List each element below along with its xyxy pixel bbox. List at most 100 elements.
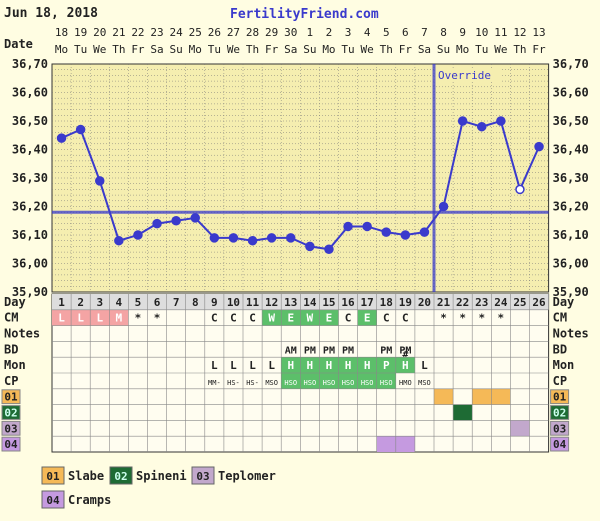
cycle-day: 23	[475, 296, 488, 309]
cycle-day: 15	[322, 296, 335, 309]
cm-cell	[52, 309, 72, 326]
symptom-code-left	[1, 389, 21, 405]
cm-value: E	[326, 312, 333, 325]
cp-cell	[319, 373, 339, 389]
cycle-day: 21	[437, 296, 451, 309]
site-name[interactable]: FertilityFriend.com	[230, 7, 379, 22]
temperature-point	[381, 227, 391, 237]
temperature-point	[266, 233, 277, 243]
y-tick-left: 36,70	[12, 57, 48, 71]
symptom-code-right	[550, 389, 570, 405]
date-label: 28	[246, 26, 259, 39]
cycle-day: 1	[58, 296, 65, 309]
cm-value: *	[135, 312, 142, 325]
temperature-point	[171, 216, 181, 226]
mon-value: H	[326, 359, 333, 372]
date-label: 5	[383, 26, 390, 39]
row-label-right: Notes	[553, 327, 589, 341]
temperature-point	[209, 233, 220, 243]
bd-value: PM	[380, 345, 392, 356]
cp-value: HSO	[342, 379, 355, 387]
mon-value: L	[230, 359, 237, 372]
legend-code: 04	[46, 494, 60, 507]
date-label: 27	[227, 26, 240, 39]
cycle-day: 7	[173, 296, 180, 309]
cm-value: *	[498, 312, 505, 325]
row-label-left: CP	[4, 374, 18, 388]
temperature-point	[477, 121, 487, 132]
mon-cell	[300, 357, 320, 373]
mon-cell	[338, 357, 358, 373]
mon-cell	[376, 357, 396, 373]
chart-date: Jun 18, 2018	[4, 6, 98, 21]
cm-value: C	[249, 312, 256, 325]
row-label-right: CM	[553, 311, 567, 325]
symptom-code-left	[1, 405, 21, 420]
symptom-code-left-text: 04	[4, 438, 18, 451]
legend-code: 02	[114, 470, 127, 483]
y-tick-left: 35,90	[12, 285, 48, 299]
legend-name: Slabe	[68, 469, 104, 483]
weekday-label: Fr	[131, 43, 145, 56]
cm-value: C	[345, 312, 352, 325]
cycle-day: 16	[341, 296, 355, 309]
symptom-code-right-text: 04	[553, 438, 567, 451]
date-row-label: Date	[4, 37, 33, 51]
temperature-point	[247, 235, 258, 246]
cm-cell	[300, 309, 320, 326]
date-label: 11	[494, 26, 507, 39]
cm-value: C	[211, 312, 218, 325]
cm-value: C	[402, 312, 409, 325]
y-tick-right: 36,40	[553, 143, 589, 157]
cm-value: L	[77, 312, 84, 325]
temperature-point	[114, 235, 124, 246]
legend-code: 01	[46, 470, 60, 483]
y-tick-left: 36,30	[12, 171, 48, 185]
mon-mark: #	[402, 350, 408, 361]
legend-swatch	[109, 466, 133, 485]
cm-value: C	[383, 312, 390, 325]
date-label: 18	[55, 26, 68, 39]
cp-value: HSO	[304, 379, 317, 387]
weekday-label: We	[93, 43, 106, 56]
weekday-label: We	[494, 43, 507, 56]
bd-value: AM	[285, 345, 297, 356]
legend-code: 03	[196, 470, 209, 483]
y-tick-right: 36,10	[553, 228, 589, 242]
weekday-label: Th	[380, 43, 393, 56]
symptom-code-right-text: 03	[553, 422, 566, 435]
weekday-label: Fr	[532, 43, 546, 56]
cycle-day: 4	[116, 296, 123, 309]
date-label: 20	[93, 26, 106, 39]
bd-value: PM	[304, 345, 316, 356]
cycle-day: 5	[135, 296, 142, 309]
symptom-code-left-text: 01	[4, 391, 18, 404]
mon-cell	[395, 357, 415, 373]
cm-value: *	[440, 312, 447, 325]
row-label-left: BD	[4, 342, 18, 356]
weekday-label: Sa	[418, 43, 431, 56]
cm-cell	[71, 309, 91, 326]
row-label-right: CP	[553, 374, 567, 388]
date-label: 8	[440, 26, 447, 39]
temperature-point	[400, 230, 411, 240]
temperature-point	[438, 201, 449, 212]
y-tick-left: 36,50	[12, 114, 48, 128]
weekday-label: Tu	[341, 43, 354, 56]
cp-cell	[338, 373, 358, 389]
weekday-label: Th	[246, 43, 259, 56]
cm-cell	[90, 309, 110, 326]
cp-value: MSO	[418, 379, 431, 387]
mon-cell	[281, 357, 301, 373]
cycle-day: 2	[77, 296, 84, 309]
date-label: 30	[284, 26, 297, 39]
cp-cell	[300, 373, 320, 389]
temperature-point	[95, 176, 105, 186]
date-label: 29	[265, 26, 278, 39]
weekday-label: Tu	[475, 43, 488, 56]
weekday-label: Fr	[399, 43, 413, 56]
y-tick-left: 36,60	[12, 86, 48, 100]
mon-value: L	[268, 359, 275, 372]
cycle-day: 14	[303, 296, 317, 309]
weekday-label: Sa	[284, 43, 297, 56]
